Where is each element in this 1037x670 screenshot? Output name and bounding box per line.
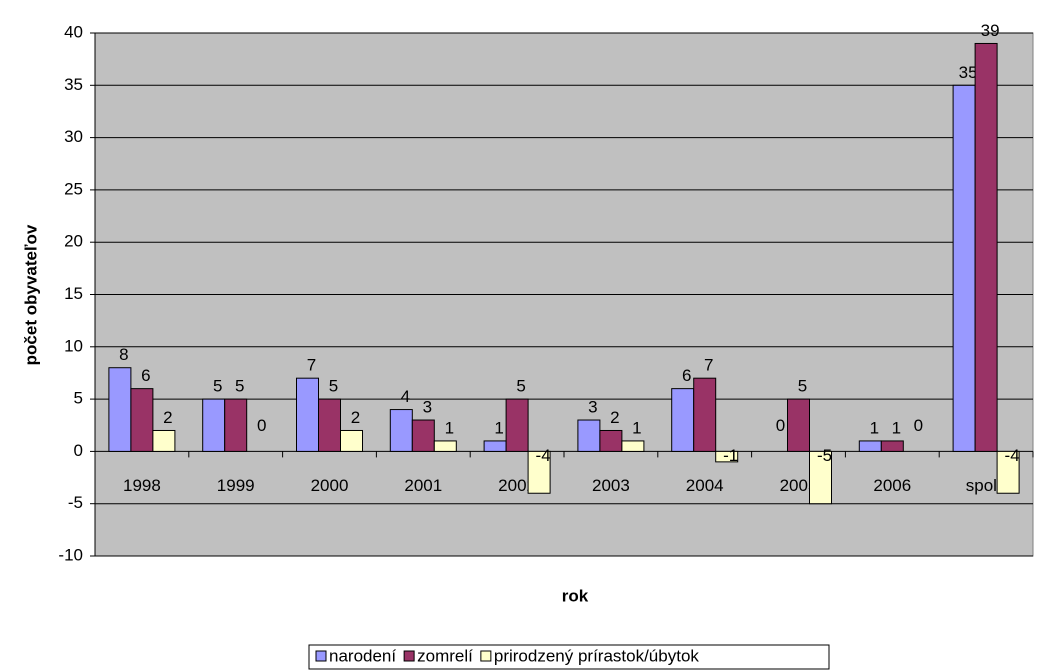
bar xyxy=(433,440,457,452)
x-tick-label: 2000 xyxy=(311,476,349,495)
bar xyxy=(974,42,998,452)
legend-swatch xyxy=(315,650,327,662)
bar xyxy=(858,440,882,452)
legend-box xyxy=(308,644,830,670)
x-tick-label: 2005 xyxy=(780,476,818,495)
y-tick-label: 20 xyxy=(64,232,83,251)
bar xyxy=(527,450,551,494)
bar xyxy=(202,398,226,452)
data-label: 2 xyxy=(610,408,619,427)
legend-swatch xyxy=(403,650,415,662)
bar xyxy=(224,398,248,452)
data-label: 5 xyxy=(516,377,525,396)
data-label: 0 xyxy=(776,416,785,435)
y-tick-label: 35 xyxy=(64,75,83,94)
x-axis-title: rok xyxy=(562,586,589,605)
y-tick-label: 5 xyxy=(74,389,83,408)
bar xyxy=(787,398,810,452)
x-tick-label: 2002 xyxy=(498,476,536,495)
x-tick-label: 1998 xyxy=(123,476,161,495)
bar xyxy=(340,429,363,452)
data-label: 1 xyxy=(632,418,641,437)
data-label: 1 xyxy=(494,418,503,437)
bar xyxy=(671,388,695,452)
data-label: 2 xyxy=(163,408,172,427)
data-label: 6 xyxy=(141,366,150,385)
x-tick-label: 2004 xyxy=(686,476,724,495)
data-label: 3 xyxy=(588,398,597,417)
legend-swatch xyxy=(480,650,492,662)
data-label: 1 xyxy=(892,418,901,437)
data-label: 7 xyxy=(704,356,713,375)
bar xyxy=(996,450,1020,494)
legend-label: narodení xyxy=(329,646,396,665)
bar xyxy=(318,398,341,452)
y-tick-label: -5 xyxy=(68,493,83,512)
bar xyxy=(880,440,904,452)
bar xyxy=(389,409,413,452)
y-axis-title: počet obyvateľov xyxy=(21,224,40,365)
x-tick-label: 2003 xyxy=(592,476,630,495)
legend-label: zomrelí xyxy=(417,646,473,665)
x-tick-label: 1999 xyxy=(217,476,255,495)
data-label: 0 xyxy=(914,416,923,435)
bar xyxy=(809,450,832,505)
data-label: 5 xyxy=(213,377,222,396)
y-tick-label: 30 xyxy=(64,127,83,146)
bar xyxy=(693,377,717,452)
bar xyxy=(952,84,976,452)
data-label: 5 xyxy=(798,377,807,396)
data-label: -5 xyxy=(817,446,832,465)
y-tick-label: 10 xyxy=(64,336,83,355)
bar xyxy=(130,388,154,452)
data-label: 3 xyxy=(423,398,432,417)
bar xyxy=(152,429,176,452)
data-label: -1 xyxy=(723,446,738,465)
y-tick-label: -10 xyxy=(58,545,83,564)
data-label: 2 xyxy=(351,408,360,427)
data-label: 5 xyxy=(235,377,244,396)
bar xyxy=(577,419,601,452)
legend-label: prirodzený prírastok/úbytok xyxy=(494,646,700,665)
data-label: 8 xyxy=(119,345,128,364)
data-label: 7 xyxy=(307,356,316,375)
x-tick-label: 2001 xyxy=(404,476,442,495)
y-tick-label: 40 xyxy=(64,22,83,41)
y-tick-label: 25 xyxy=(64,179,83,198)
x-tick-label: 2006 xyxy=(873,476,911,495)
data-label: 1 xyxy=(870,418,879,437)
data-label: 4 xyxy=(401,387,410,406)
bar xyxy=(505,398,529,452)
data-label: 35 xyxy=(959,63,978,82)
bar xyxy=(715,450,739,463)
y-tick-label: 15 xyxy=(64,284,83,303)
bar xyxy=(108,367,132,452)
bar xyxy=(621,440,645,452)
bar xyxy=(296,377,319,452)
data-label: 6 xyxy=(682,366,691,385)
data-label: -4 xyxy=(1005,446,1020,465)
y-tick-label: 0 xyxy=(74,441,83,460)
bar xyxy=(483,440,507,452)
data-label: 39 xyxy=(981,21,1000,40)
data-label: 5 xyxy=(329,377,338,396)
data-label: -4 xyxy=(536,446,551,465)
data-label: 0 xyxy=(257,416,266,435)
data-label: 1 xyxy=(445,418,454,437)
bar xyxy=(411,419,435,452)
bar xyxy=(599,429,623,452)
x-tick-label: spolu xyxy=(966,476,1007,495)
